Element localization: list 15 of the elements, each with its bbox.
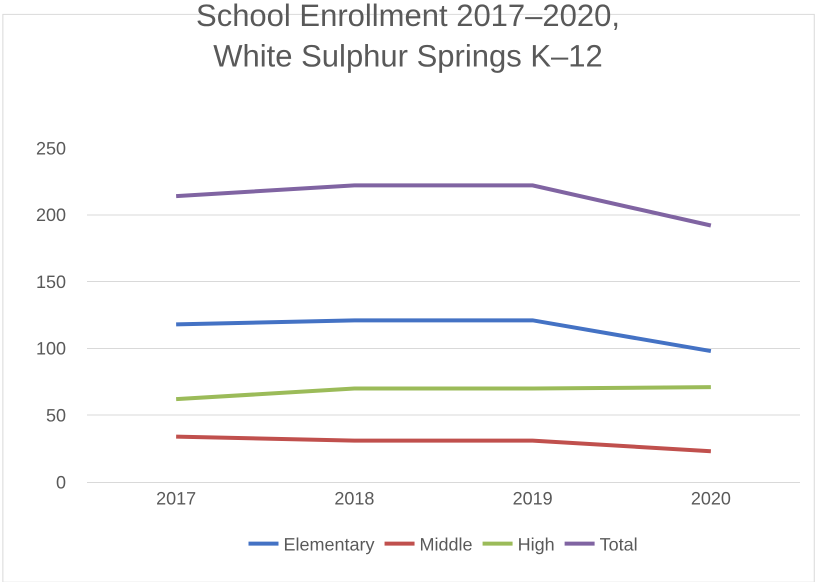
x-tick-label: 2018	[334, 488, 374, 509]
x-tick-label: 2017	[156, 488, 196, 509]
y-tick-label: 100	[36, 338, 66, 359]
legend-label: Total	[600, 534, 638, 555]
legend-label: Middle	[420, 534, 473, 555]
chart-title: School Enrollment 2017–2020, White Sulphur Springs K–12	[196, 0, 620, 74]
y-tick-label: 0	[56, 472, 66, 492]
x-tick-label: 2019	[512, 488, 553, 509]
legend-label: Elementary	[284, 534, 375, 555]
y-tick-label: 200	[36, 205, 66, 226]
x-tick-label: 2020	[690, 488, 731, 509]
y-tick-label: 50	[46, 406, 66, 426]
y-tick-label: 250	[36, 138, 66, 158]
legend-label: High	[518, 534, 555, 555]
y-tick-label: 150	[36, 272, 66, 292]
